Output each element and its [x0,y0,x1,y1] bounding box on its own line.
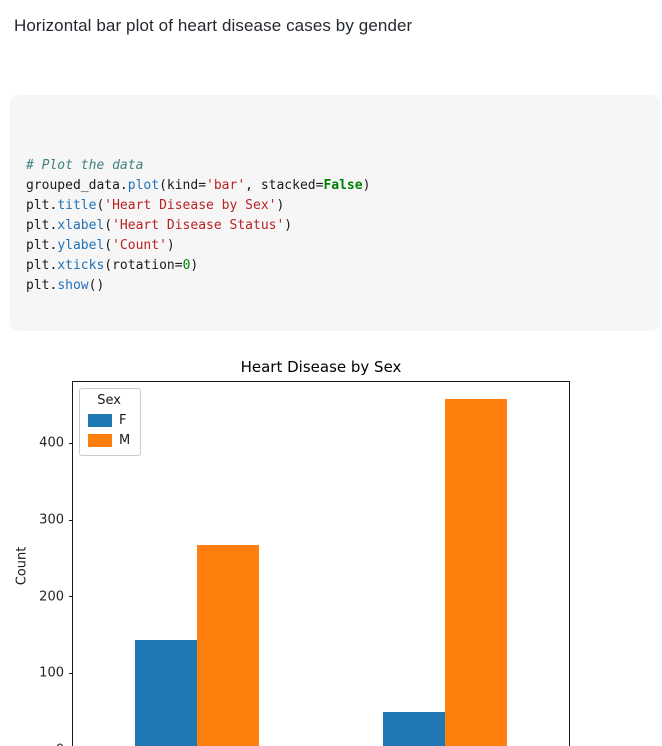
code-line: plt.show() [26,276,644,296]
code-token: 'Heart Disease by Sex' [104,198,277,213]
legend-patch-F [88,414,112,427]
bar-M-0 [197,545,259,746]
code-token: ) [362,178,371,193]
code-line: plt.xticks(rotation=0) [26,256,644,276]
y-tick-label: 0 [56,743,64,746]
code-line: # Plot the data [26,156,644,176]
code-token: ( [96,198,105,213]
code-token: ) [276,198,285,213]
y-tick-mark [69,596,73,598]
legend-row: M [88,433,130,448]
code-token: (rotation= [104,258,183,273]
code-token: False [323,178,363,193]
code-line: plt.xlabel('Heart Disease Status') [26,216,644,236]
y-tick-mark [69,442,73,444]
y-tick-label: 100 [39,665,64,681]
bar-M-1 [445,398,507,746]
code-line: plt.ylabel('Count') [26,236,644,256]
code-token: 'Count' [112,238,167,253]
code-token: ( [104,238,113,253]
code-token: grouped_data. [26,178,128,193]
code-token: plt. [26,198,58,213]
code-token: ) [166,238,175,253]
bar-F-0 [135,640,197,746]
code-token: plot [127,178,160,193]
code-token: plt. [26,218,58,233]
code-token: plt. [26,258,58,273]
bar-F-1 [383,711,445,746]
legend-label: F [119,413,127,428]
y-tick-label: 200 [39,589,64,605]
y-tick-mark [69,672,73,674]
code-token: , stacked= [245,178,324,193]
y-tick-label: 300 [39,512,64,528]
code-token: ) [190,258,199,273]
page-title: Horizontal bar plot of heart disease cas… [14,16,413,35]
legend-patch-M [88,434,112,447]
legend-row: F [88,413,130,428]
chart: Heart Disease by Sex Sex FM 0 100 200 300 400… [0,346,662,746]
code-token: 'bar' [206,178,246,193]
y-tick-mark [69,519,73,521]
code-token: xlabel [57,218,105,233]
code-content: # Plot the data grouped_data.plot(kind='b… [26,156,644,296]
legend: Sex F M [79,388,142,456]
legend-title: Sex [97,393,121,408]
code-token: plt. [26,238,58,253]
code-token: title [57,198,97,213]
code-token: (kind= [159,178,207,193]
y-tick-label: 400 [39,435,64,451]
code-token: ) [284,218,293,233]
chart-title: Heart Disease by Sex [240,358,402,376]
code-token: () [88,278,105,293]
code-token: # Plot the data [26,158,144,173]
code-block: # Plot the data grouped_data.plot(kind='b… [10,95,660,331]
code-token: ylabel [57,238,105,253]
code-token: ( [104,218,113,233]
code-token: 'Heart Disease Status' [112,218,285,233]
y-axis-label: Count [14,546,30,586]
code-token: show [57,278,89,293]
code-line: grouped_data.plot(kind='bar', stacked=Fa… [26,176,644,196]
legend-label: M [119,433,131,448]
code-token: xticks [57,258,105,273]
code-line: plt.title('Heart Disease by Sex') [26,196,644,216]
code-token: 0 [182,258,191,273]
code-token: plt. [26,278,58,293]
